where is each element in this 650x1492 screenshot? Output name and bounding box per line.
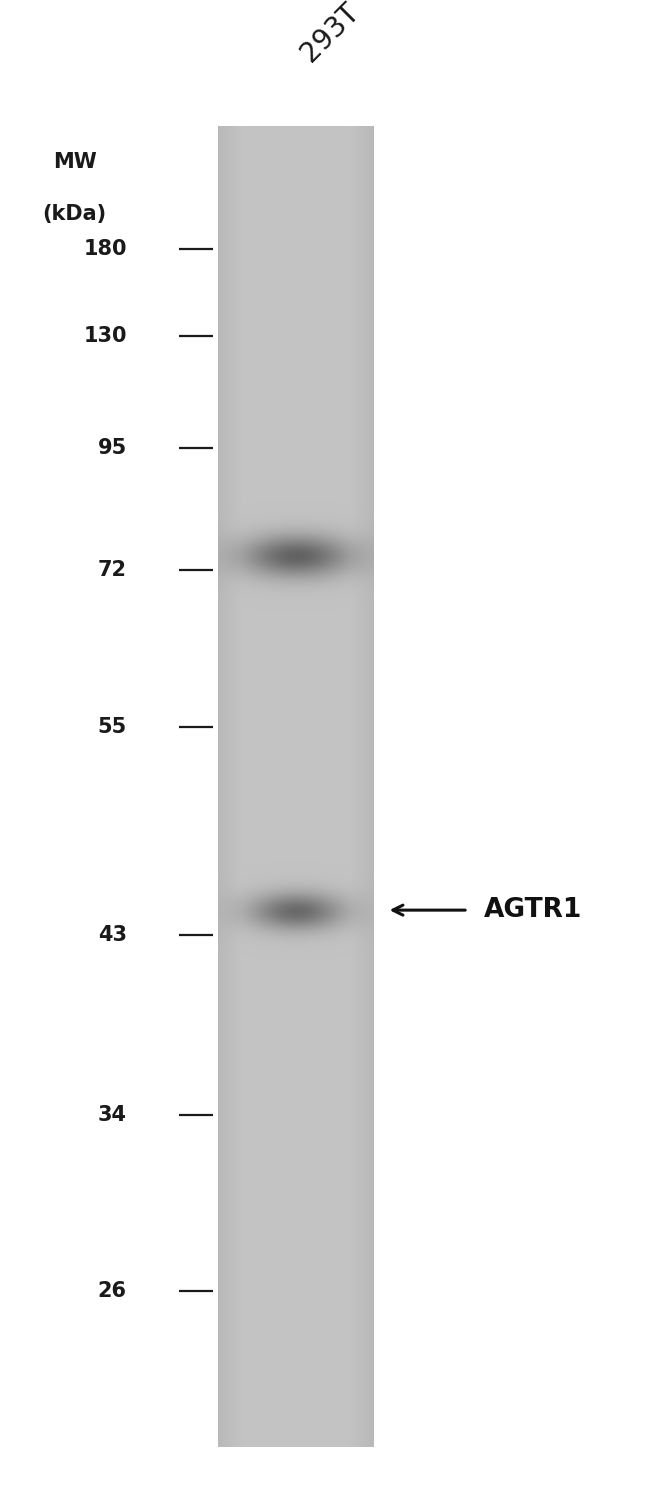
Text: 180: 180 (83, 239, 127, 260)
Text: 55: 55 (98, 716, 127, 737)
Text: 293T: 293T (296, 0, 365, 67)
Text: (kDa): (kDa) (43, 204, 107, 224)
Text: 26: 26 (98, 1280, 127, 1301)
Text: 72: 72 (98, 560, 127, 580)
Text: 130: 130 (83, 325, 127, 346)
Text: AGTR1: AGTR1 (484, 897, 582, 924)
Text: 34: 34 (98, 1104, 127, 1125)
Text: 95: 95 (98, 437, 127, 458)
Text: 43: 43 (98, 925, 127, 946)
Text: MW: MW (53, 152, 97, 172)
